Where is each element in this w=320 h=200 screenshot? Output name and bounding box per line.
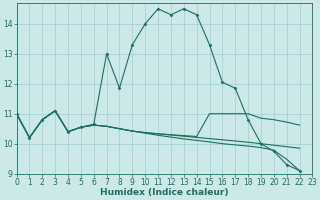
X-axis label: Humidex (Indice chaleur): Humidex (Indice chaleur) bbox=[100, 188, 229, 197]
